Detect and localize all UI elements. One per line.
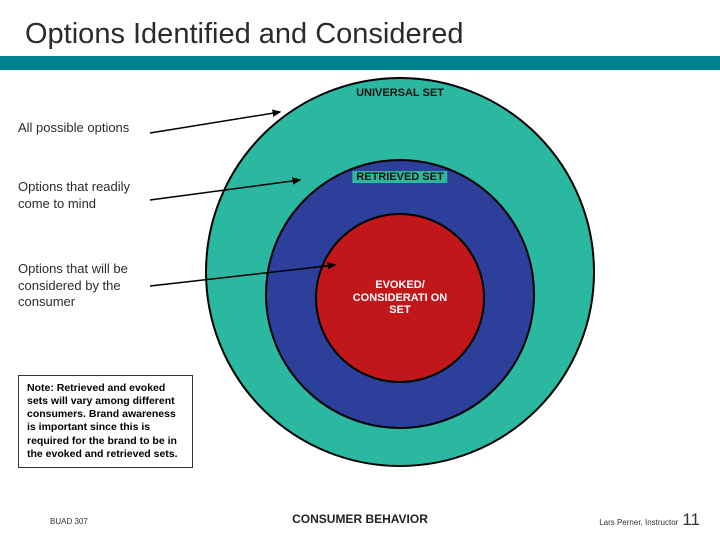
label-retrieved-ring: RETRIEVED SET [352, 171, 447, 183]
circle-evoked: EVOKED/ CONSIDERATI ON SET [315, 213, 485, 383]
page-number: 11 [682, 510, 700, 529]
label-evoked: Options that will be considered by the c… [18, 261, 168, 312]
title-bar: Options Identified and Considered [0, 0, 720, 68]
page-title: Options Identified and Considered [25, 18, 464, 51]
label-evoked-ring: EVOKED/ CONSIDERATI ON SET [345, 279, 455, 317]
label-universal-ring: UNIVERSAL SET [352, 87, 448, 99]
note-box: Note: Retrieved and evoked sets will var… [18, 375, 193, 468]
side-labels: All possible options Options that readil… [18, 120, 168, 311]
footer-course: BUAD 307 [50, 517, 88, 526]
footer-instructor: Lars Perner, Instructor11 [599, 510, 700, 530]
footer-title: CONSUMER BEHAVIOR [292, 512, 428, 526]
title-underline [0, 56, 720, 70]
label-retrieved: Options that readily come to mind [18, 179, 163, 213]
label-universal: All possible options [18, 120, 168, 137]
